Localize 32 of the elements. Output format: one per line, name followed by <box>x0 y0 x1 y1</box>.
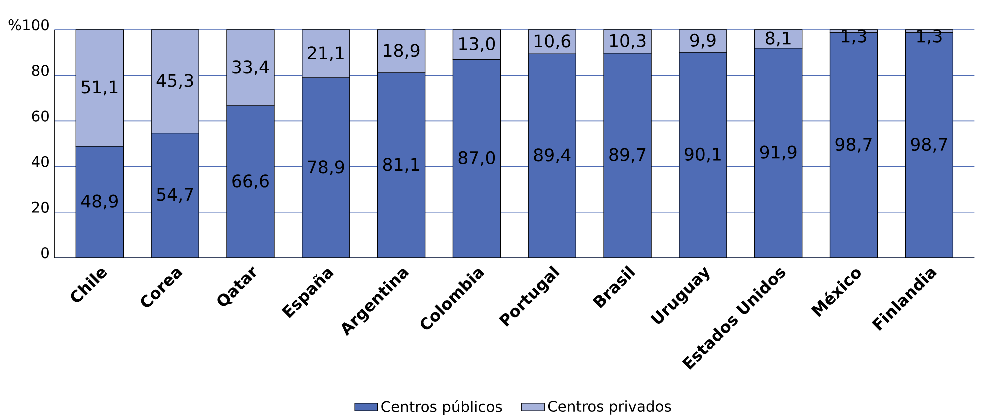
data-label: 1,3 <box>842 30 866 44</box>
data-label: 33,4 <box>232 60 270 76</box>
data-label: 89,4 <box>534 148 571 164</box>
data-label: 78,9 <box>308 160 344 176</box>
data-label: 21,1 <box>308 46 344 62</box>
data-label: 81,1 <box>383 158 420 173</box>
data-label: 1,3 <box>918 30 942 44</box>
data-label: 51,1 <box>82 80 118 96</box>
y-tick-label: 60 <box>32 110 49 122</box>
data-label: 45,3 <box>156 74 194 89</box>
y-tick-label: 0 <box>42 247 49 258</box>
data-label: 13,0 <box>460 37 496 52</box>
legend-label: Centros privados <box>548 400 672 415</box>
data-label: 54,7 <box>157 188 194 203</box>
data-label: 98,7 <box>836 138 872 153</box>
data-label: 8,1 <box>766 32 791 46</box>
data-label: 10,3 <box>610 34 646 49</box>
data-label: 98,7 <box>911 138 948 153</box>
data-label: 91,9 <box>760 146 797 160</box>
data-label: 87,0 <box>458 151 496 166</box>
y-tick-label: %100 <box>8 19 49 30</box>
data-label: 89,7 <box>610 148 646 163</box>
y-tick-label: 20 <box>32 202 49 213</box>
data-label: 10,6 <box>534 34 571 50</box>
legend-label: Centros públicos <box>382 400 502 415</box>
data-label: 66,6 <box>232 174 269 190</box>
y-tick-label: 80 <box>32 64 49 76</box>
data-label: 9,9 <box>690 34 716 48</box>
data-label: 48,9 <box>81 194 118 210</box>
y-tick-label: 40 <box>32 156 49 168</box>
data-label: 90,1 <box>684 148 721 162</box>
data-label: 18,9 <box>384 44 420 59</box>
